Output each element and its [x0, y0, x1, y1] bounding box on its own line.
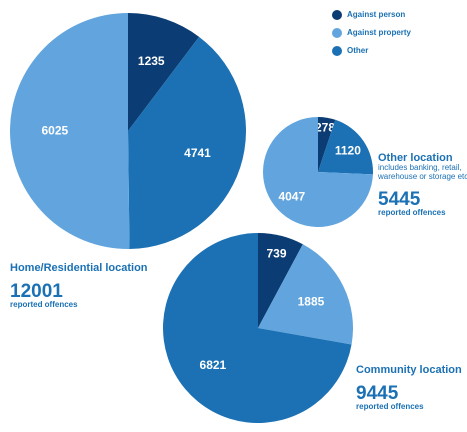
- pie-total-label: reported offences: [378, 208, 446, 217]
- pie-total: 9445: [356, 383, 399, 404]
- pie-slice: [9, 13, 130, 250]
- pie-slice: [318, 119, 373, 175]
- pie-slice: [318, 117, 336, 172]
- slice-label: 4741: [184, 146, 211, 160]
- legend-label: Against person: [347, 10, 405, 19]
- legend-swatch: [332, 10, 342, 20]
- pie-total: 12001: [10, 281, 63, 302]
- pie-slice: [258, 233, 303, 328]
- pie-subtitle: includes banking, retail,: [378, 163, 462, 172]
- slice-label: 4047: [278, 189, 305, 203]
- slice-label: 6821: [200, 358, 227, 372]
- slice-label: 1120: [335, 144, 361, 158]
- pie-total: 5445: [378, 189, 421, 210]
- legend-label: Against property: [347, 28, 412, 37]
- slice-label: 6025: [41, 124, 68, 138]
- pie-title: Home/Residential location: [10, 262, 148, 274]
- pie-slice: [163, 233, 352, 423]
- slice-label: 1235: [138, 54, 165, 68]
- legend-swatch: [332, 28, 342, 38]
- slice-label: 278: [315, 121, 335, 135]
- slice-label: 739: [266, 246, 286, 260]
- slice-label: 1885: [298, 294, 325, 308]
- legend-swatch: [332, 46, 342, 56]
- pie-slice: [128, 36, 246, 249]
- pie-slice: [263, 117, 373, 227]
- pie-title: Community location: [356, 364, 462, 376]
- legend-label: Other: [347, 46, 368, 55]
- pie-slice: [258, 244, 353, 345]
- pie-slice: [128, 13, 200, 131]
- pie-title: Other location: [378, 152, 453, 164]
- pie-subtitle: warehouse or storage etc: [377, 172, 467, 181]
- pie-total-label: reported offences: [10, 300, 78, 309]
- pie-total-label: reported offences: [356, 402, 424, 411]
